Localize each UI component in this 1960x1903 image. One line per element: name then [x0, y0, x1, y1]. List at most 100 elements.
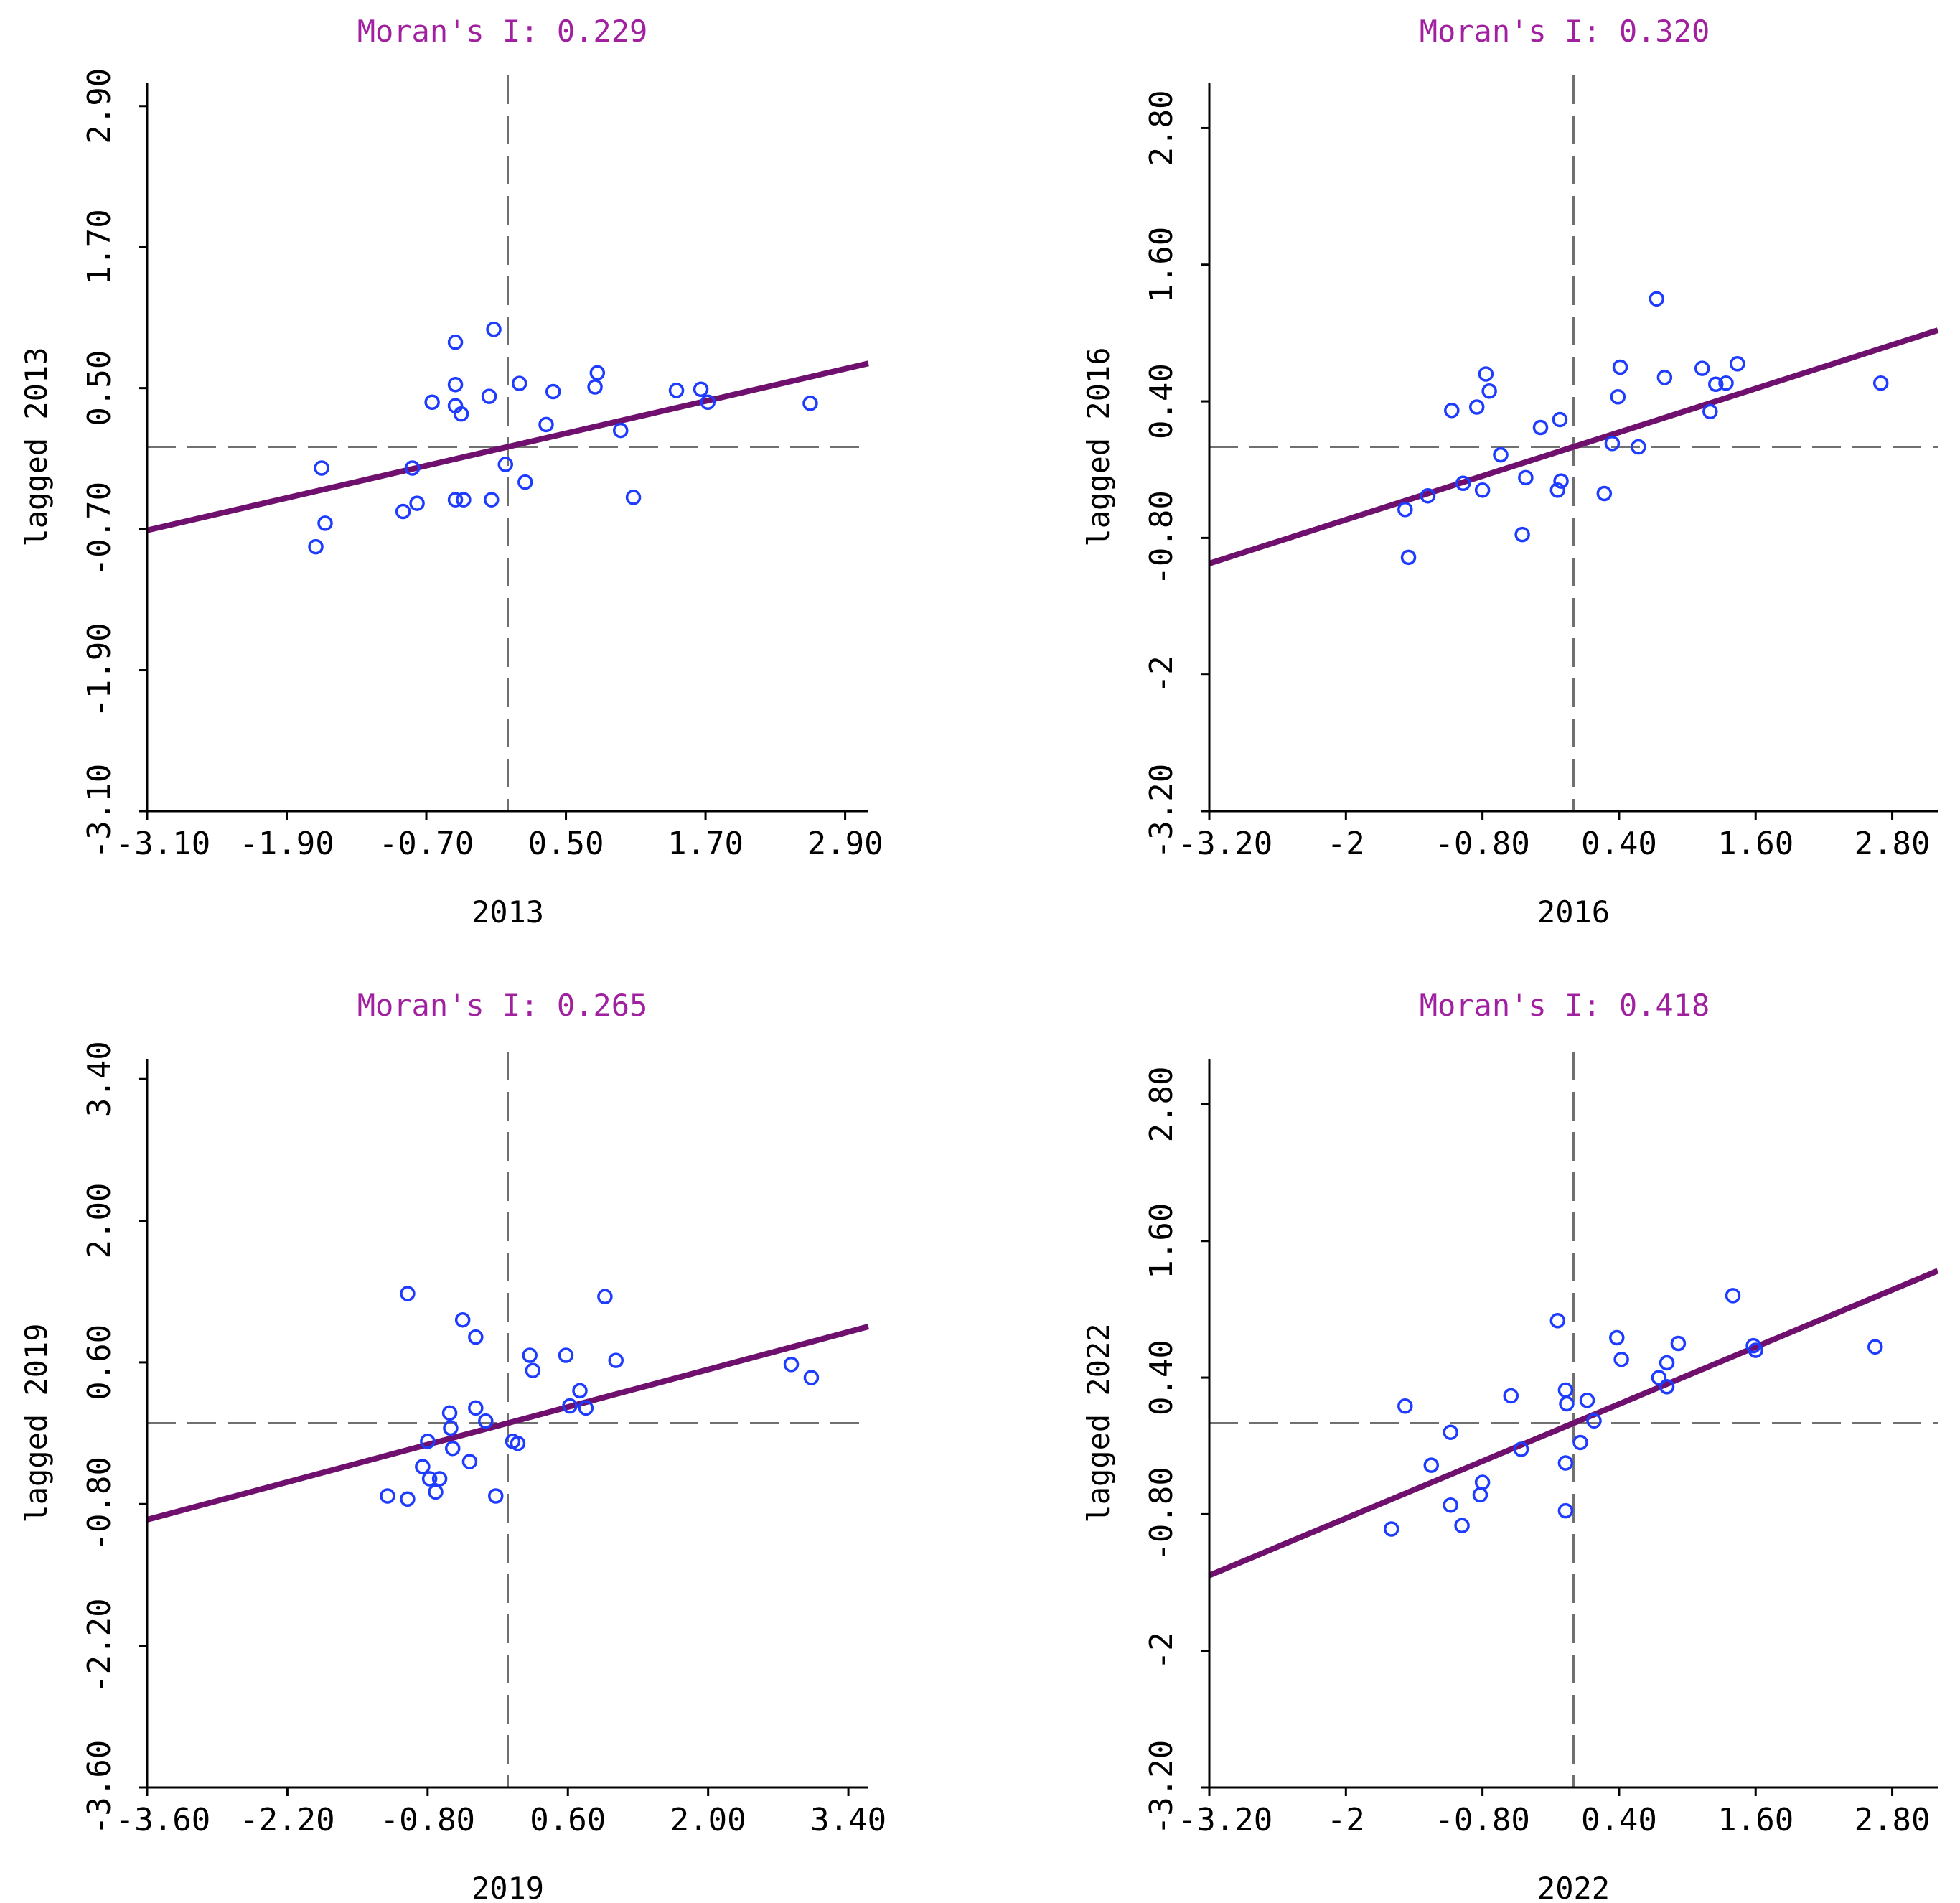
data-point	[1518, 469, 1534, 486]
y-tick-label: 0.60	[81, 1324, 118, 1401]
data-point	[1493, 446, 1509, 463]
data-point	[415, 1459, 431, 1474]
data-point	[1553, 473, 1569, 489]
x-tick-label: -3.10	[116, 826, 210, 862]
data-point	[1532, 419, 1549, 436]
y-tick-label: 0.40	[1143, 1339, 1180, 1416]
data-point	[1707, 376, 1724, 393]
data-point	[468, 1400, 484, 1416]
chart-title: Moran's I: 0.229	[357, 14, 648, 49]
data-point	[1656, 370, 1673, 385]
x-tick-label: 2.00	[670, 1802, 746, 1838]
y-tick-labels: -3.10 -1.90 -0.70 0.50 1.70 2.90	[81, 68, 118, 859]
data-point	[587, 379, 603, 395]
data-point	[468, 1329, 484, 1345]
data-point	[400, 1491, 416, 1507]
data-point	[1474, 1474, 1491, 1490]
y-tick-label: -3.60	[81, 1740, 118, 1835]
data-point	[1472, 1487, 1488, 1503]
data-point	[1659, 1379, 1675, 1395]
data-point	[510, 1435, 526, 1451]
data-point	[1420, 487, 1436, 504]
data-point	[1631, 439, 1646, 455]
regression-line	[146, 1324, 870, 1523]
data-point	[1649, 291, 1665, 307]
x-tick-label: 0.40	[1581, 1802, 1657, 1838]
x-tick-label: -3.20	[1178, 826, 1272, 862]
x-tick-labels: -3.10 -1.90 -0.70 0.50 1.70 2.90	[116, 826, 883, 862]
axes	[139, 1059, 868, 1796]
data-point	[1384, 1521, 1399, 1537]
x-tick-label: -3.60	[116, 1802, 210, 1838]
x-tick-label: 1.70	[667, 826, 744, 862]
data-point	[693, 381, 709, 398]
data-point	[447, 492, 464, 508]
data-point	[380, 1488, 395, 1504]
data-point	[1610, 388, 1626, 405]
data-point	[317, 515, 333, 531]
data-point	[578, 1400, 594, 1416]
data-point	[431, 1471, 448, 1487]
x-axis-label: 2016	[1537, 894, 1610, 930]
data-point	[428, 1484, 444, 1500]
data-point	[558, 1347, 574, 1363]
data-point	[1725, 1288, 1741, 1304]
x-tick-labels: -3.20 -2 -0.80 0.40 1.60 2.80	[1178, 1802, 1931, 1838]
y-tick-label: -2	[1143, 655, 1180, 693]
y-tick-label: 2.80	[1143, 90, 1180, 166]
data-point	[478, 1413, 494, 1429]
data-point	[589, 365, 606, 381]
data-point	[1474, 482, 1491, 498]
data-point	[1557, 1502, 1574, 1519]
data-point	[1609, 1329, 1625, 1346]
data-point	[497, 457, 514, 472]
data-point	[538, 416, 554, 433]
y-tick-label: 1.60	[1143, 227, 1180, 303]
data-point	[453, 406, 469, 422]
data-point	[1872, 375, 1889, 391]
x-tick-label: 0.50	[528, 826, 604, 862]
reference-lines	[147, 1052, 868, 1787]
y-tick-label: -3.20	[1143, 764, 1180, 859]
data-point	[1454, 1518, 1470, 1533]
data-point	[1423, 1457, 1440, 1473]
data-point	[608, 1352, 624, 1368]
x-tick-labels: -3.60 -2.20 -0.80 0.60 2.00 3.40	[116, 1802, 886, 1838]
x-tick-labels: -3.20 -2 -0.80 0.40 1.60 2.80	[1178, 826, 1931, 862]
regression-line-layer	[1208, 1268, 1939, 1579]
data-point	[802, 396, 818, 411]
data-point	[1572, 1434, 1588, 1451]
y-tick-label: 0.50	[81, 350, 118, 426]
data-point	[314, 460, 329, 476]
panel-2019: Moran's I: 0.265 -3.60 -2.20 -0.80 0.60 …	[19, 988, 886, 1903]
data-points	[1384, 1288, 1883, 1537]
data-point	[421, 1471, 438, 1487]
data-point	[1400, 549, 1417, 566]
y-tick-label: -0.70	[81, 482, 118, 576]
regression-line	[146, 360, 869, 533]
y-tick-labels: -3.20 -2 -0.80 0.40 1.60 2.80	[1143, 1066, 1180, 1835]
data-point	[481, 388, 497, 404]
y-tick-label: 1.60	[1143, 1203, 1180, 1279]
data-point	[1694, 360, 1710, 376]
data-point	[461, 1454, 478, 1469]
chart-title: Moran's I: 0.418	[1420, 988, 1710, 1023]
x-tick-label: -2	[1327, 826, 1365, 862]
y-tick-label: -0.80	[1143, 1467, 1180, 1561]
data-point	[424, 394, 440, 411]
data-point	[1557, 1455, 1574, 1471]
data-point	[668, 383, 685, 398]
data-point	[486, 322, 502, 337]
data-point	[1596, 485, 1613, 502]
axes	[139, 83, 868, 820]
data-point	[456, 492, 472, 508]
data-point	[1559, 1395, 1575, 1412]
data-point	[1718, 375, 1734, 391]
data-point	[612, 422, 629, 439]
data-point	[409, 495, 425, 511]
data-point	[1481, 383, 1497, 399]
x-tick-label: -0.70	[379, 826, 474, 862]
y-tick-label: 0.40	[1143, 363, 1180, 439]
x-tick-label: -0.80	[1435, 826, 1529, 862]
